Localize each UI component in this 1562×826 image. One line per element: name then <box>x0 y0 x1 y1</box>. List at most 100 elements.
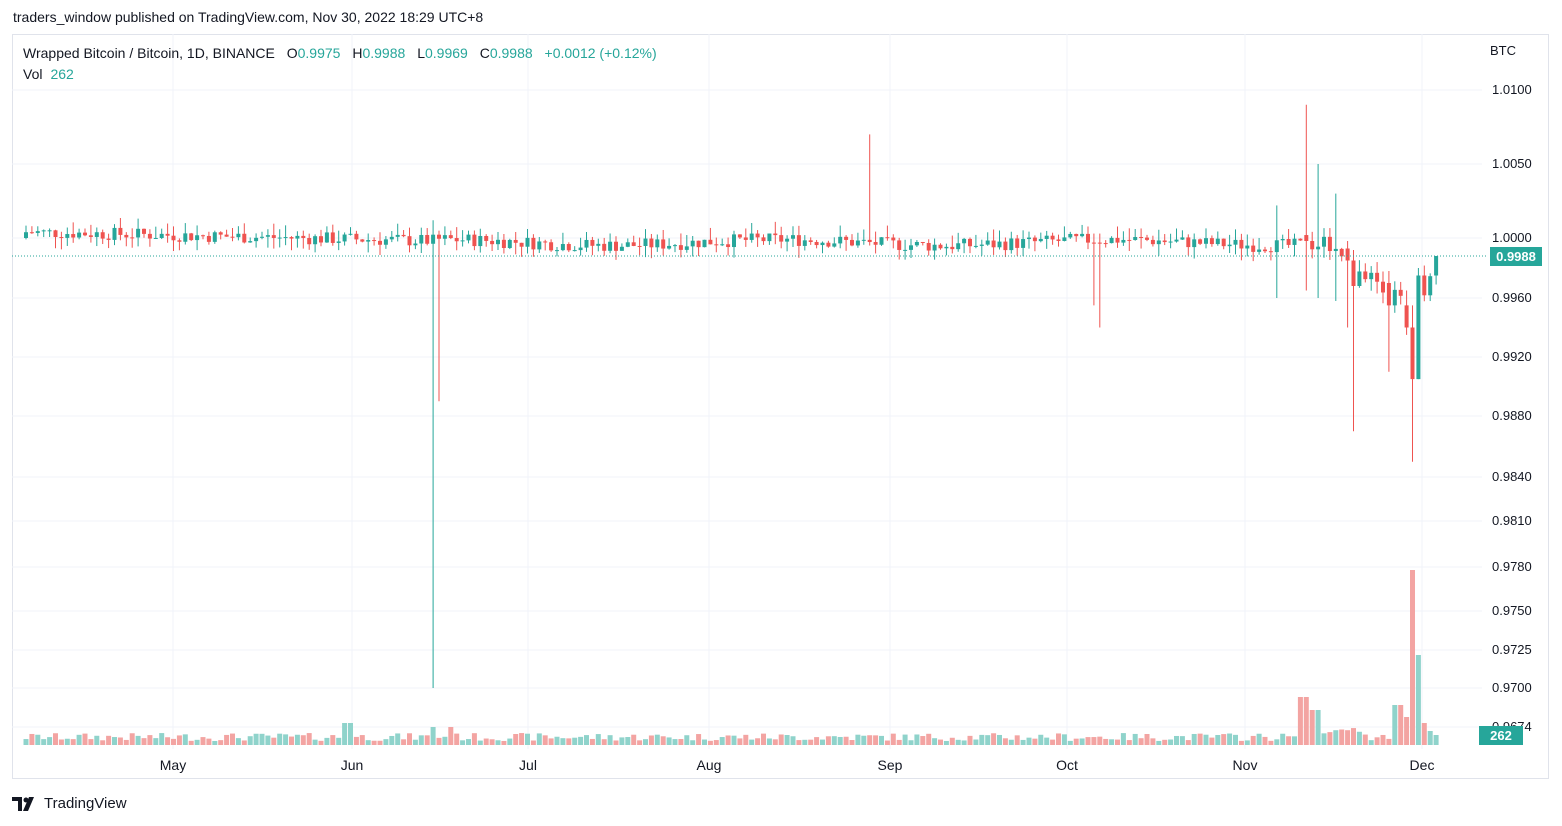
price-axis-tick: 1.0050 <box>1492 156 1532 171</box>
candle-body <box>1068 233 1073 238</box>
time-axis-tick: Aug <box>696 757 722 773</box>
volume-bar <box>902 734 908 745</box>
price-axis-tick: 0.9840 <box>1492 469 1532 484</box>
legend-symbol: Wrapped Bitcoin / Bitcoin, 1D, BINANCE <box>23 45 275 61</box>
tradingview-logo[interactable]: TradingView <box>12 795 127 812</box>
candle-body <box>537 241 542 250</box>
price-axis-tick: 0.9880 <box>1492 408 1532 423</box>
volume-bar <box>519 733 525 745</box>
volume-bar <box>348 723 353 745</box>
volume-bar <box>1286 736 1292 745</box>
volume-bar <box>212 740 218 745</box>
candle-body <box>260 236 264 238</box>
volume-bar <box>855 734 861 745</box>
candle-body <box>419 234 424 244</box>
price-axis-tick: 0.9700 <box>1492 680 1532 695</box>
volume-bar <box>601 739 607 745</box>
volume-bar <box>784 734 790 745</box>
volume-bar <box>1244 740 1250 745</box>
candle-body <box>71 234 76 238</box>
candle-body <box>850 239 854 246</box>
volume-bar <box>1197 733 1203 745</box>
candle-body <box>1233 239 1238 245</box>
volume-bar <box>1203 734 1209 745</box>
volume-bar <box>1374 737 1380 745</box>
volume-bar <box>1103 738 1109 745</box>
candle-body <box>661 239 666 249</box>
legend-volume: Vol 262 <box>23 66 74 82</box>
volume-bar <box>943 740 949 745</box>
candle-body <box>584 239 589 248</box>
volume-bar <box>578 736 584 745</box>
volume-bar <box>1156 740 1162 745</box>
candle-body <box>814 241 819 246</box>
volume-bar <box>1321 733 1327 745</box>
candle-body <box>1327 236 1332 252</box>
candle-body <box>159 233 164 238</box>
volume-bar <box>365 740 371 745</box>
tradingview-logo-text: TradingView <box>44 795 127 812</box>
candle-body <box>572 250 577 252</box>
candle-body <box>460 240 465 242</box>
volume-bar <box>147 735 153 745</box>
volume-bar <box>235 738 241 745</box>
volume-bar <box>1238 740 1244 745</box>
candle-body <box>254 237 259 242</box>
candle-body <box>1268 251 1273 253</box>
volume-bar <box>1256 733 1262 745</box>
volume-bar <box>1191 733 1197 745</box>
volume-bar <box>112 737 117 745</box>
legend-close-value: 0.9988 <box>489 45 533 61</box>
volume-bar <box>513 734 519 745</box>
volume-bar <box>1362 734 1368 745</box>
candle-body <box>1121 239 1126 243</box>
volume-bar <box>1085 737 1091 745</box>
candle-body <box>914 241 919 246</box>
candle-body <box>1150 239 1155 245</box>
candle-body <box>413 243 418 246</box>
candle-body <box>1145 237 1149 240</box>
price-chart[interactable] <box>12 34 1549 779</box>
candle-body <box>566 244 571 251</box>
publisher-line: traders_window published on TradingView.… <box>13 9 484 25</box>
candle-body <box>1280 239 1285 241</box>
legend-low-label: L <box>417 45 425 61</box>
volume-bar <box>914 734 920 745</box>
volume-bar <box>336 737 342 745</box>
volume-bar <box>100 740 106 745</box>
time-axis-tick: Nov <box>1232 757 1258 773</box>
volume-bar <box>135 735 141 745</box>
candle-body <box>920 241 925 243</box>
candle-body <box>979 244 984 246</box>
candle-body <box>962 238 967 244</box>
volume-bar <box>1014 735 1020 745</box>
candle-body <box>1215 238 1220 245</box>
candle-body <box>1168 241 1173 243</box>
volume-bar <box>1221 734 1227 745</box>
candle-body <box>106 238 111 240</box>
candle-body <box>596 243 601 246</box>
volume-bar <box>106 735 112 745</box>
volume-bar <box>1433 735 1439 745</box>
volume-bar <box>35 734 41 745</box>
candle-body <box>372 240 377 242</box>
candle-body <box>1127 239 1132 241</box>
candle-body <box>171 235 176 241</box>
volume-bar <box>1179 736 1185 745</box>
candle-body <box>348 233 353 235</box>
candle-body <box>366 240 371 242</box>
candle-body <box>519 242 524 247</box>
volume-bar <box>70 739 76 745</box>
candle-body <box>1404 305 1409 328</box>
candle-body <box>714 244 719 246</box>
candle-body <box>1174 239 1179 242</box>
volume-bar <box>306 733 312 745</box>
candle-body <box>743 237 748 240</box>
candle-body <box>560 244 565 251</box>
volume-bar <box>454 733 460 745</box>
volume-bar <box>637 740 643 745</box>
volume-bar <box>1144 734 1150 745</box>
candle-body <box>407 236 412 246</box>
candle-body <box>248 241 253 243</box>
candle-body <box>330 232 335 243</box>
